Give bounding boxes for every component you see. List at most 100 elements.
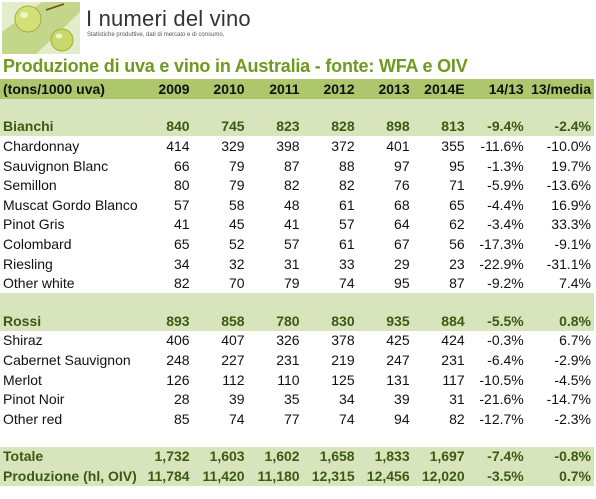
cell-value: 112	[222, 371, 245, 388]
row-label: Chardonnay	[3, 137, 80, 154]
cell-value: 45	[229, 216, 245, 233]
cell-value: -7.4%	[467, 446, 527, 467]
cell-value: -1.3%	[487, 157, 524, 174]
cell-value: 126	[166, 371, 190, 388]
cell-value: 56	[449, 235, 465, 252]
cell-value: 16.9%	[551, 196, 591, 213]
brand-tagline: Statistiche produttive, dati di mercato …	[87, 32, 225, 38]
cell-value: 95	[394, 275, 410, 292]
cell-value: 67	[394, 235, 410, 252]
cell-value: 62	[449, 216, 465, 233]
cell-value: 57	[173, 196, 190, 213]
cell-value: 57	[339, 216, 355, 233]
row-label: Cabernet Sauvignon	[3, 351, 131, 368]
cell-value: 0.8%	[526, 310, 594, 331]
cell-value: 425	[386, 332, 410, 349]
cell-value: 893	[141, 310, 193, 331]
cell-value: -31.1%	[546, 255, 591, 272]
cell-value: -10.5%	[479, 371, 524, 388]
row-label: Semillon	[3, 177, 57, 194]
cell-value: 23	[449, 255, 465, 272]
cell-value: 247	[386, 351, 410, 368]
cell-value: -2.4%	[526, 116, 594, 137]
table-row: Other red 85 74 77 74 94 82 -12.7% -2.3%	[0, 409, 594, 429]
wine-production-row: Produzione (hl, OIV) 11,784 11,420 11,180 12…	[0, 466, 594, 486]
row-label: Totale	[0, 446, 142, 467]
cell-value: -5.9%	[487, 177, 524, 194]
cell-value: 35	[284, 391, 300, 408]
cell-value: -21.6%	[479, 391, 524, 408]
cell-value: 77	[284, 410, 300, 427]
cell-value: 372	[331, 137, 355, 154]
row-label: Bianchi	[0, 116, 142, 137]
row-label: Rossi	[0, 310, 142, 331]
cell-value: 745	[192, 116, 248, 137]
cell-value: 6.7%	[559, 332, 591, 349]
cell-value: -4.5%	[554, 371, 591, 388]
cell-value: -12.7%	[479, 410, 524, 427]
cell-value: 39	[394, 391, 410, 408]
cell-value: 2012	[302, 79, 358, 99]
cell-value: 0.7%	[526, 466, 594, 486]
cell-value: 87	[449, 275, 465, 292]
cell-value: 110	[277, 371, 300, 388]
row-label: Muscat Gordo Blanco	[3, 196, 138, 213]
column-header-row: (tons/1000 uva) 2009 2010 2011 2012 2013 2014E…	[0, 79, 594, 99]
cell-value: 34	[173, 255, 190, 272]
cell-value: 131	[386, 371, 410, 388]
cell-value: 74	[339, 410, 355, 427]
cell-value: -2.9%	[554, 351, 591, 368]
cell-value: 70	[229, 275, 245, 292]
table-row: Sauvignon Blanc 66 79 87 88 97 95 -1.3% 19.7%	[0, 156, 594, 176]
row-label: Pinot Noir	[3, 391, 65, 408]
production-table: (tons/1000 uva) 2009 2010 2011 2012 2013 2014E…	[0, 79, 594, 486]
cell-value: -4.4%	[487, 196, 524, 213]
cell-value: 813	[412, 116, 468, 137]
cell-value: -17.3%	[479, 235, 524, 252]
cell-value: 74	[229, 410, 245, 427]
cell-value: 12,315	[302, 466, 358, 486]
spacer-band	[0, 98, 594, 117]
cell-value: 227	[221, 351, 245, 368]
cell-value: -2.3%	[554, 410, 591, 427]
cell-value: 28	[173, 391, 190, 408]
cell-value: -9.2%	[487, 275, 524, 292]
cell-value: 2014E	[412, 79, 468, 99]
cell-value: -9.1%	[554, 235, 591, 252]
table-row: Semillon 80 79 82 82 76 71 -5.9% -13.6%	[0, 175, 594, 195]
cell-value: 231	[276, 351, 300, 368]
total-row: Totale 1,732 1,603 1,602 1,658 1,833 1,697 -7.4…	[0, 446, 594, 467]
row-label: (tons/1000 uva)	[0, 79, 142, 99]
table-row: Other white 82 70 79 74 95 87 -9.2% 7.4%	[0, 273, 594, 293]
cell-value: 14/13	[467, 79, 527, 99]
cell-value: 19.7%	[551, 157, 591, 174]
cell-value: -10.0%	[546, 137, 591, 154]
cell-value: 82	[173, 275, 190, 292]
cell-value: 41	[284, 216, 300, 233]
cell-value: -22.9%	[479, 255, 524, 272]
page-header: I numeri del vino Statistiche produttive…	[0, 0, 596, 56]
cell-value: -0.3%	[487, 332, 524, 349]
row-label: Riesling	[3, 255, 53, 272]
cell-value: -9.4%	[467, 116, 527, 137]
table-body: (tons/1000 uva) 2009 2010 2011 2012 2013 2014E…	[0, 79, 594, 486]
cell-value: 884	[412, 310, 468, 331]
cell-value: 326	[276, 332, 300, 349]
cell-value: 2013	[357, 79, 413, 99]
cell-value: 74	[339, 275, 355, 292]
cell-value: 64	[394, 216, 410, 233]
cell-value: 34	[339, 391, 355, 408]
cell-value: 71	[449, 177, 465, 194]
row-label: Other red	[3, 410, 63, 427]
cell-value: 58	[229, 196, 245, 213]
cell-value: 1,732	[141, 446, 193, 467]
cell-value: 1,602	[247, 446, 303, 467]
row-label: Merlot	[3, 371, 42, 388]
cell-value: 219	[331, 351, 355, 368]
section-summary-row: Rossi 893 858 780 830 935 884 -5.5% 0.8%	[0, 310, 594, 331]
table-row: Chardonnay 414 329 398 372 401 355 -11.6% -10.0%	[0, 136, 594, 156]
cell-value: 41	[173, 216, 190, 233]
cell-value: 329	[221, 137, 245, 154]
cell-value: 12,020	[412, 466, 468, 486]
cell-value: 378	[331, 332, 355, 349]
